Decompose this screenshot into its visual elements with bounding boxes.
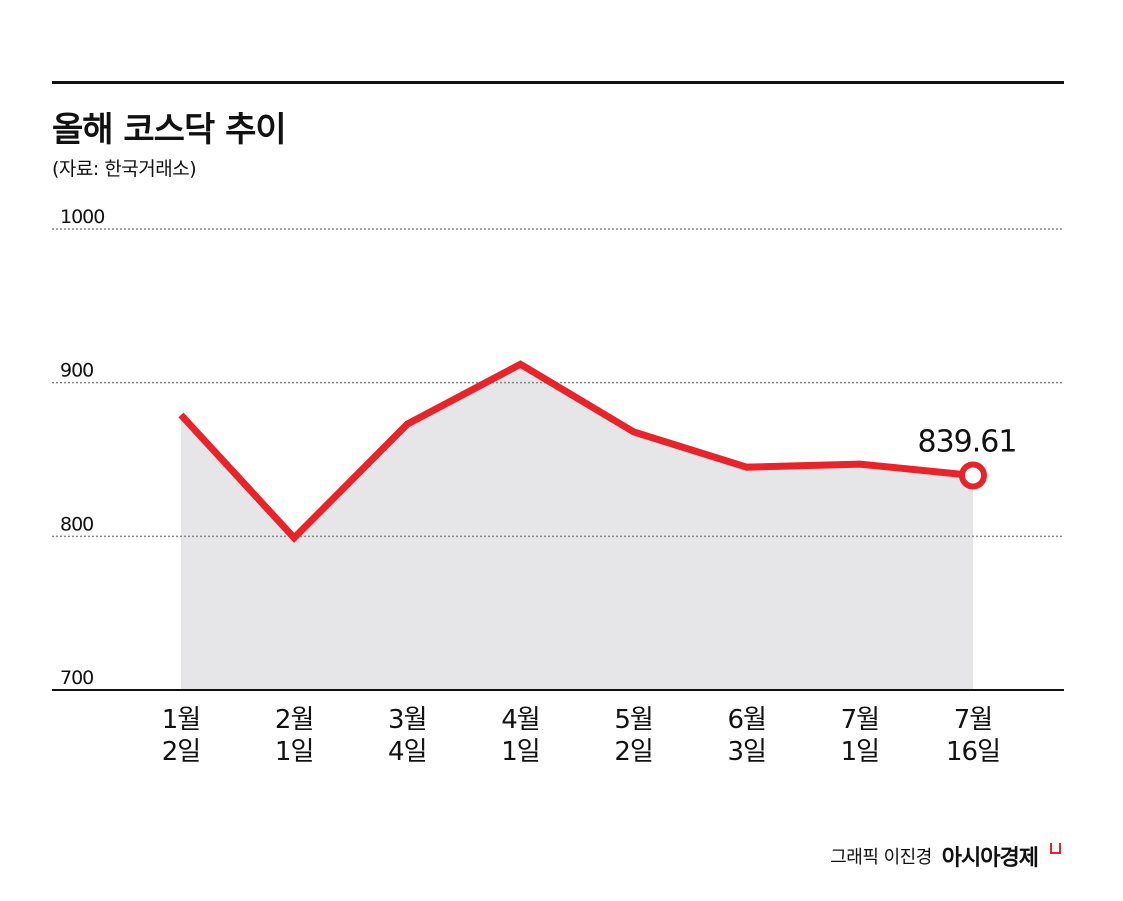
y-tick-label: 900 xyxy=(60,360,93,382)
y-tick-label: 800 xyxy=(60,513,93,535)
x-tick-label: 2일 xyxy=(614,737,652,767)
last-value-label: 839.61 xyxy=(918,424,1017,459)
x-tick-label: 5월 xyxy=(614,705,652,735)
x-tick-label: 4일 xyxy=(388,737,426,767)
x-tick-label: 16일 xyxy=(946,737,1000,767)
source-note: (자료: 한국거래소) xyxy=(52,158,197,180)
x-tick-label: 2일 xyxy=(162,737,200,767)
x-tick-label: 7월 xyxy=(954,705,992,735)
brand-logo: 아시아경제 xyxy=(941,846,1039,871)
x-tick-label: 1일 xyxy=(275,737,313,767)
series-line xyxy=(178,360,974,543)
x-tick-label: 1일 xyxy=(841,737,879,767)
x-tick-label: 3월 xyxy=(388,705,426,735)
x-tick-label: 7월 xyxy=(841,705,879,735)
x-tick-label: 6월 xyxy=(727,705,765,735)
chart-title: 올해 코스닥 추이 xyxy=(52,110,287,150)
graphic-credit: 그래픽 이진경 xyxy=(830,847,932,868)
y-tick-label: 700 xyxy=(60,667,93,689)
area-fill xyxy=(181,364,973,690)
x-tick-label: 4월 xyxy=(501,705,539,735)
x-tick-label: 1일 xyxy=(501,737,539,767)
x-tick-label: 2월 xyxy=(275,705,313,735)
last-value-marker xyxy=(959,461,987,490)
footer: 그래픽 이진경 아시아경제 xyxy=(830,840,1061,872)
top-rule xyxy=(52,81,1064,84)
x-tick-label: 1월 xyxy=(162,705,200,735)
y-tick-label: 1000 xyxy=(60,206,104,228)
x-tick-label: 3일 xyxy=(727,737,765,767)
publisher-mark-icon xyxy=(1050,842,1061,854)
